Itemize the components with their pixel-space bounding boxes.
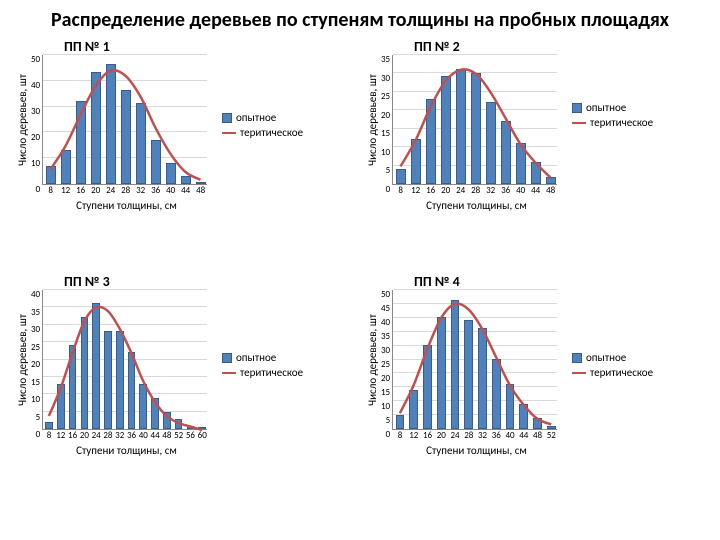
chart-title: ПП № 1 — [14, 38, 356, 55]
legend-label: опытное — [236, 351, 276, 364]
legend-item-bars: опытное — [222, 351, 303, 364]
y-axis-label: Число деревьев, шт — [364, 55, 381, 185]
legend: опытное теритическое — [222, 351, 303, 381]
legend-item-curve: теритическое — [222, 126, 303, 139]
line-swatch-icon — [572, 122, 586, 124]
legend-label: теритическое — [590, 116, 653, 129]
y-ticks: 05101520253035404550 — [381, 290, 392, 430]
y-ticks: 05101520253035 — [381, 55, 392, 185]
legend-label: теритическое — [590, 366, 653, 379]
line-swatch-icon — [222, 372, 236, 374]
y-ticks: 01020304050 — [31, 55, 42, 185]
legend: опытное теритическое — [572, 351, 653, 381]
bar-swatch-icon — [222, 353, 232, 363]
plot-area: 812162024283236404448525660 — [42, 290, 207, 430]
legend-label: опытное — [586, 351, 626, 364]
legend-item-bars: опытное — [222, 111, 303, 124]
curve — [393, 290, 558, 430]
chart-panel-3: ПП № 3Число деревьев, шт0510152025303540… — [10, 271, 360, 506]
main-title: Распределение деревьев по ступеням толщи… — [0, 0, 720, 36]
chart-panel-1: ПП № 1Число деревьев, шт0102030405081216… — [10, 36, 360, 271]
legend-label: опытное — [236, 111, 276, 124]
chart-title: ПП № 4 — [364, 273, 706, 290]
legend-item-curve: теритическое — [222, 366, 303, 379]
line-swatch-icon — [222, 132, 236, 134]
x-ticks: 812162024283236404448525660 — [43, 429, 207, 443]
legend-label: теритическое — [240, 126, 303, 139]
bar-swatch-icon — [572, 353, 582, 363]
plot-area: 812162024283236404448 — [42, 55, 207, 185]
line-swatch-icon — [572, 372, 586, 374]
y-axis-label: Число деревьев, шт — [14, 290, 31, 430]
legend-label: теритическое — [240, 366, 303, 379]
chart-grid: ПП № 1Число деревьев, шт0102030405081216… — [0, 36, 720, 506]
x-ticks: 812162024283236404448 — [43, 184, 207, 198]
x-ticks: 81216202428323640444852 — [393, 429, 557, 443]
curve — [43, 290, 208, 430]
y-axis-label: Число деревьев, шт — [14, 55, 31, 185]
plot-area: 81216202428323640444852 — [392, 290, 557, 430]
y-axis-label: Число деревьев, шт — [364, 290, 381, 430]
curve — [43, 55, 208, 185]
bar-swatch-icon — [222, 113, 232, 123]
x-axis-label: Ступени толщины, см — [44, 199, 209, 212]
chart-title: ПП № 2 — [364, 38, 706, 55]
legend-item-bars: опытное — [572, 351, 653, 364]
legend: опытное теритическое — [222, 111, 303, 141]
legend-item-bars: опытное — [572, 101, 653, 114]
x-axis-label: Ступени толщины, см — [394, 444, 559, 457]
y-ticks: 0510152025303540 — [31, 290, 42, 430]
chart-panel-4: ПП № 4Число деревьев, шт0510152025303540… — [360, 271, 710, 506]
x-ticks: 812162024283236404448 — [393, 184, 557, 198]
plot-area: 812162024283236404448 — [392, 55, 557, 185]
legend-item-curve: теритическое — [572, 366, 653, 379]
x-axis-label: Ступени толщины, см — [44, 444, 209, 457]
bar-swatch-icon — [572, 103, 582, 113]
chart-title: ПП № 3 — [14, 273, 356, 290]
legend-item-curve: теритическое — [572, 116, 653, 129]
chart-panel-2: ПП № 2Число деревьев, шт0510152025303581… — [360, 36, 710, 271]
x-axis-label: Ступени толщины, см — [394, 199, 559, 212]
legend: опытное теритическое — [572, 101, 653, 131]
legend-label: опытное — [586, 101, 626, 114]
curve — [393, 55, 558, 185]
